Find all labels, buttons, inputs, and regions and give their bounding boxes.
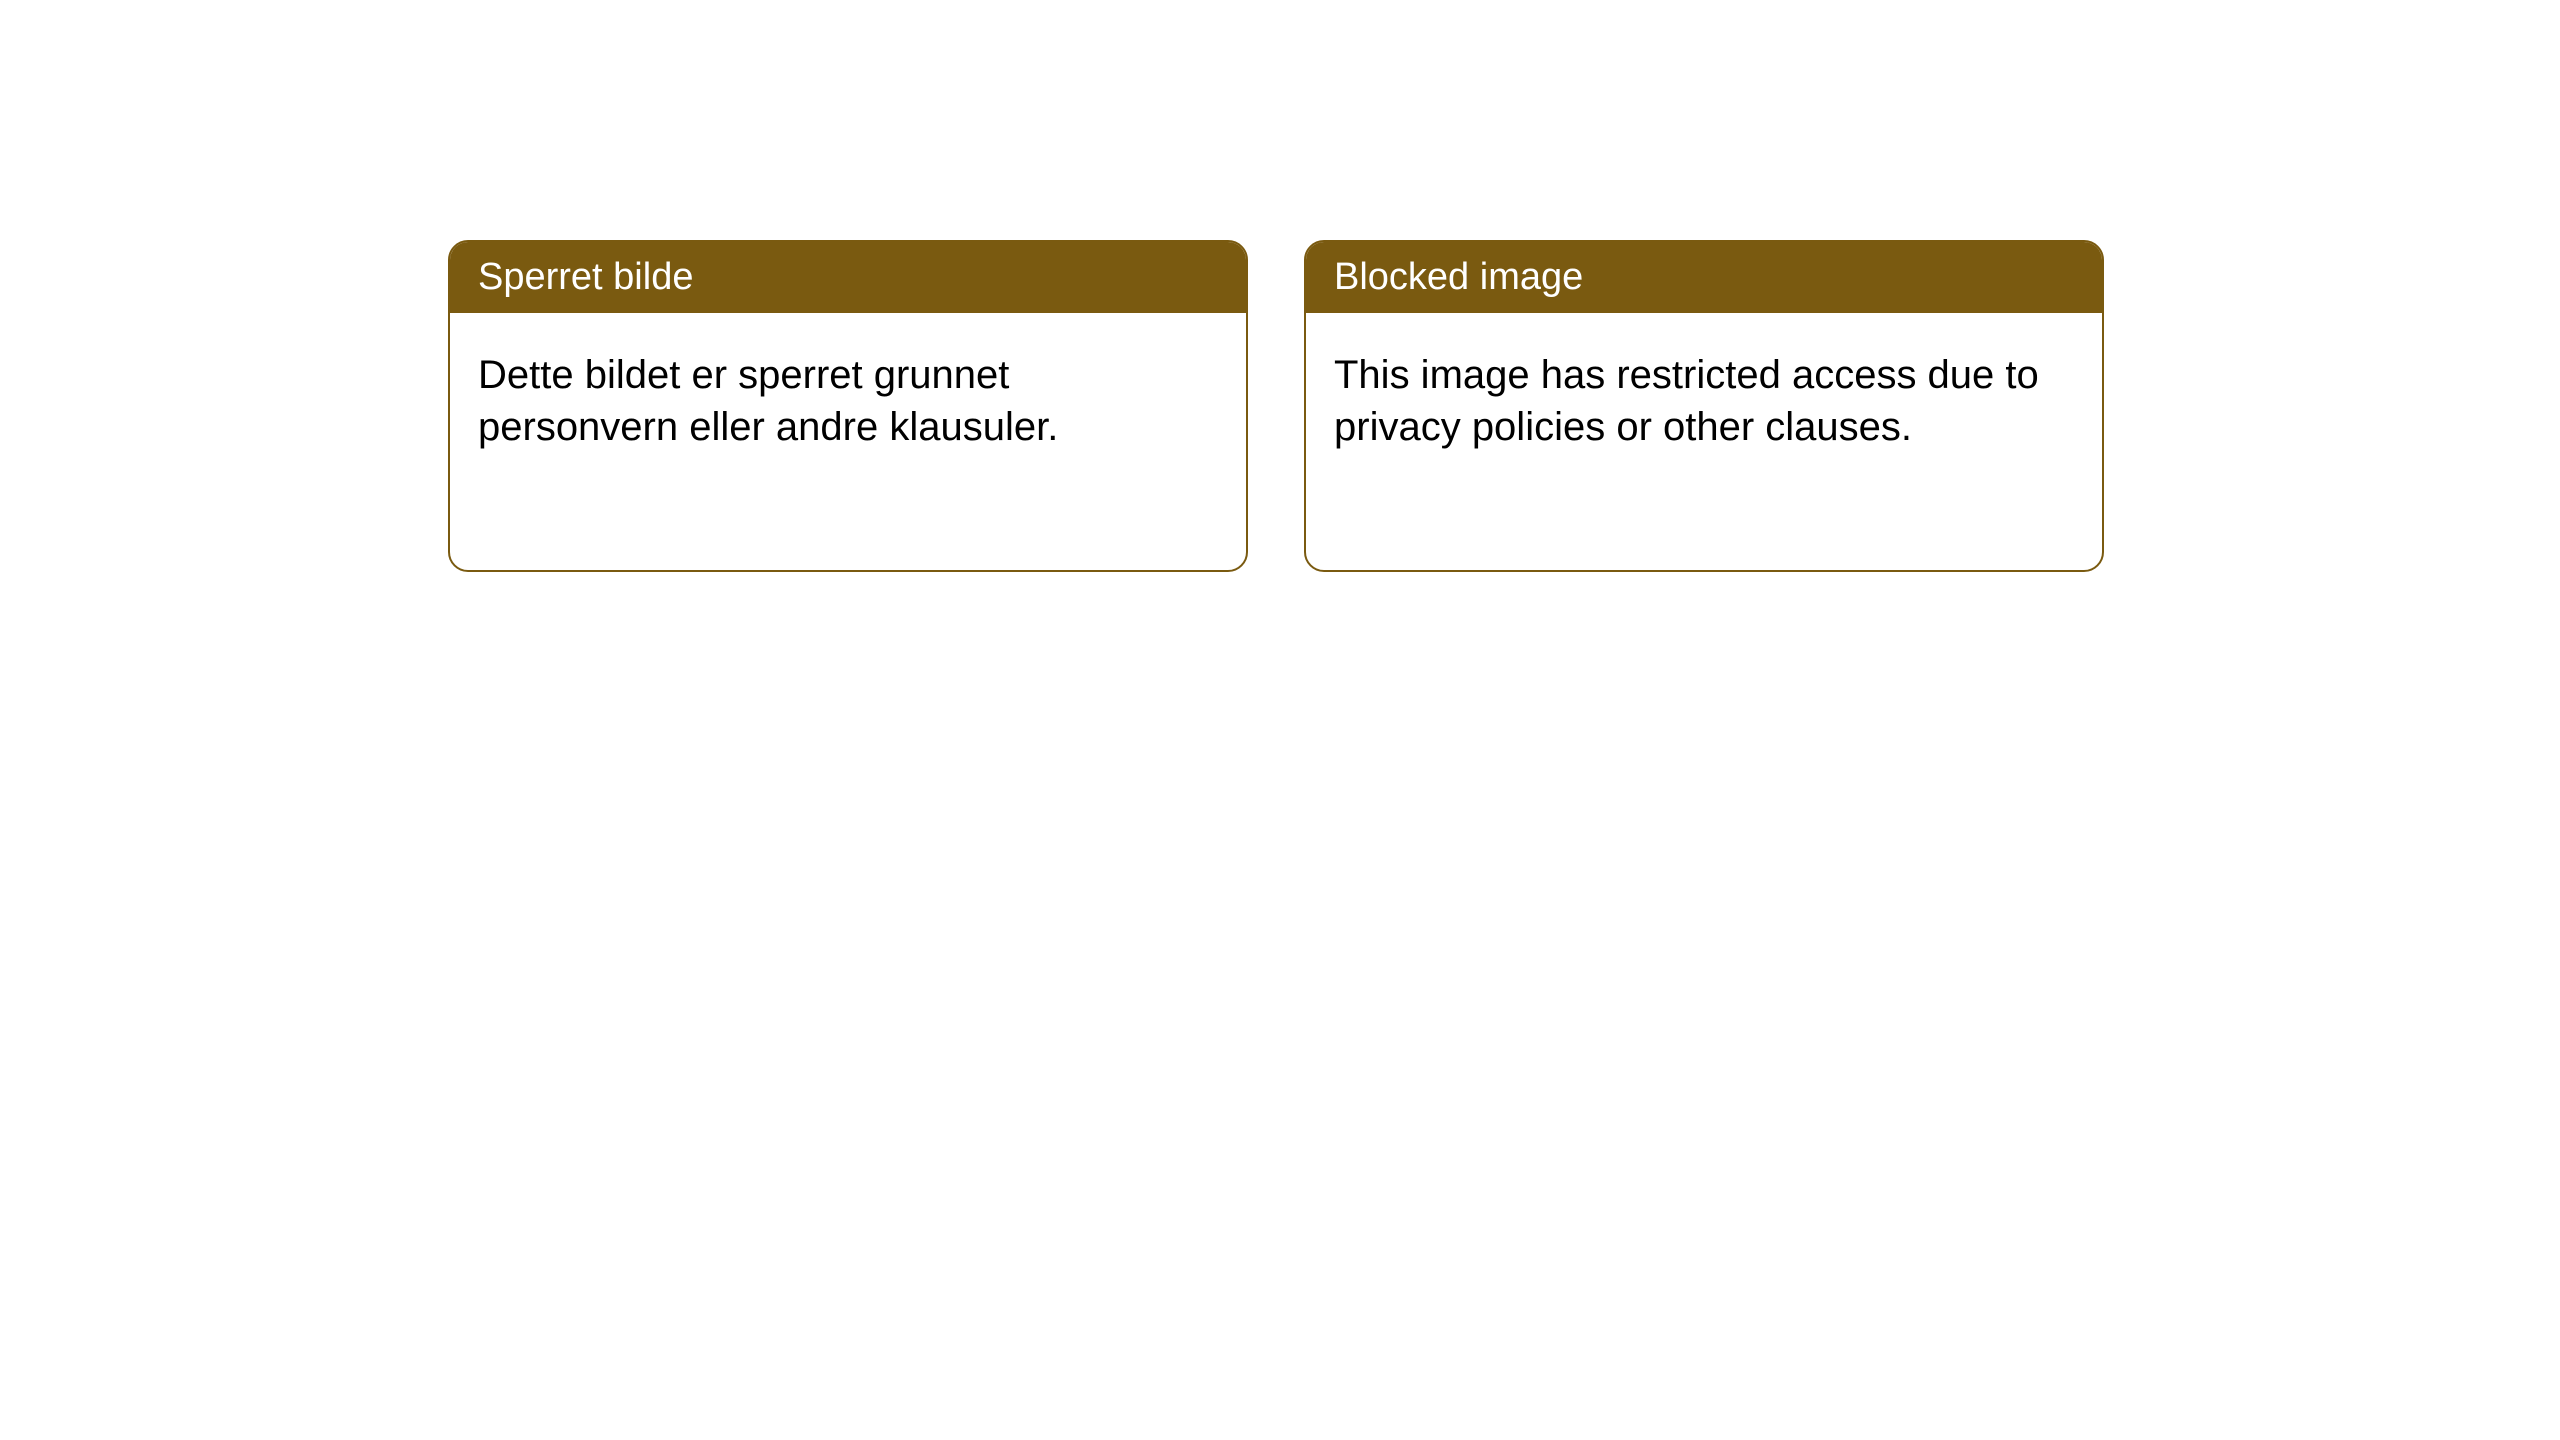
notice-header-norwegian: Sperret bilde — [450, 242, 1246, 313]
notice-body-english: This image has restricted access due to … — [1306, 313, 2102, 489]
notice-header-english: Blocked image — [1306, 242, 2102, 313]
notice-container: Sperret bilde Dette bildet er sperret gr… — [0, 0, 2560, 572]
notice-card-norwegian: Sperret bilde Dette bildet er sperret gr… — [448, 240, 1248, 572]
notice-body-norwegian: Dette bildet er sperret grunnet personve… — [450, 313, 1246, 489]
notice-card-english: Blocked image This image has restricted … — [1304, 240, 2104, 572]
